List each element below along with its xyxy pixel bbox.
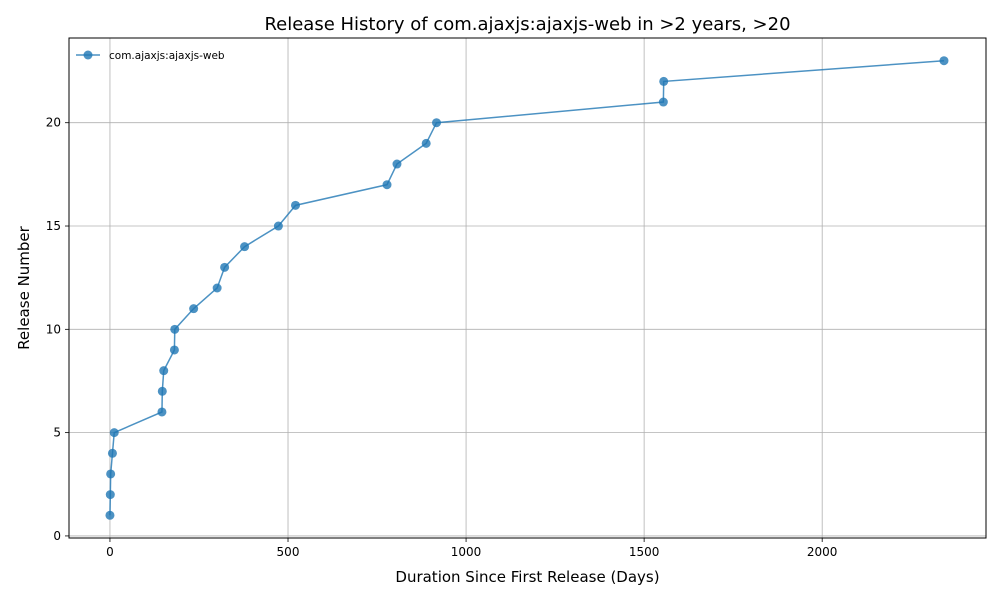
data-point <box>157 407 167 417</box>
data-point <box>421 138 431 148</box>
x-axis-label: Duration Since First Release (Days) <box>395 568 659 586</box>
data-point <box>212 283 222 293</box>
data-point <box>939 56 949 66</box>
y-tick-label: 5 <box>53 426 61 440</box>
plot-background <box>69 38 986 538</box>
y-tick-label: 20 <box>46 116 61 130</box>
data-point <box>170 324 180 334</box>
data-point <box>169 345 179 355</box>
data-point <box>159 366 169 376</box>
x-tick-label: 2000 <box>807 545 838 559</box>
chart-title: Release History of com.ajaxjs:ajaxjs-web… <box>264 14 790 35</box>
data-point <box>105 510 115 520</box>
x-tick-label: 0 <box>106 545 114 559</box>
y-tick-label: 15 <box>46 219 61 233</box>
data-point <box>157 386 167 396</box>
data-point <box>382 180 392 190</box>
x-tick-label: 500 <box>277 545 300 559</box>
data-point <box>658 97 668 107</box>
data-point <box>107 448 117 458</box>
legend: com.ajaxjs:ajaxjs-web <box>76 50 225 62</box>
data-point <box>109 428 119 438</box>
grid-lines <box>69 38 986 538</box>
axis-ticks: 0 500 1000 1500 2000 0 5 10 15 20 <box>46 116 838 559</box>
y-axis-label: Release Number <box>15 225 33 349</box>
data-point <box>220 262 230 272</box>
legend-label: com.ajaxjs:ajaxjs-web <box>109 50 225 62</box>
x-tick-label: 1000 <box>451 545 482 559</box>
data-point <box>273 221 283 231</box>
data-point <box>432 118 442 128</box>
data-point <box>659 76 669 86</box>
series-layer <box>105 56 949 520</box>
data-point <box>189 304 199 314</box>
plot-frame <box>68 37 987 539</box>
data-point <box>106 469 116 479</box>
y-tick-label: 0 <box>53 529 61 543</box>
data-point <box>105 490 115 500</box>
x-tick-label: 1500 <box>629 545 660 559</box>
y-tick-label: 10 <box>46 322 61 336</box>
data-point <box>392 159 402 169</box>
legend-point-marker <box>83 50 93 60</box>
data-point <box>240 242 250 252</box>
data-point <box>290 200 300 210</box>
